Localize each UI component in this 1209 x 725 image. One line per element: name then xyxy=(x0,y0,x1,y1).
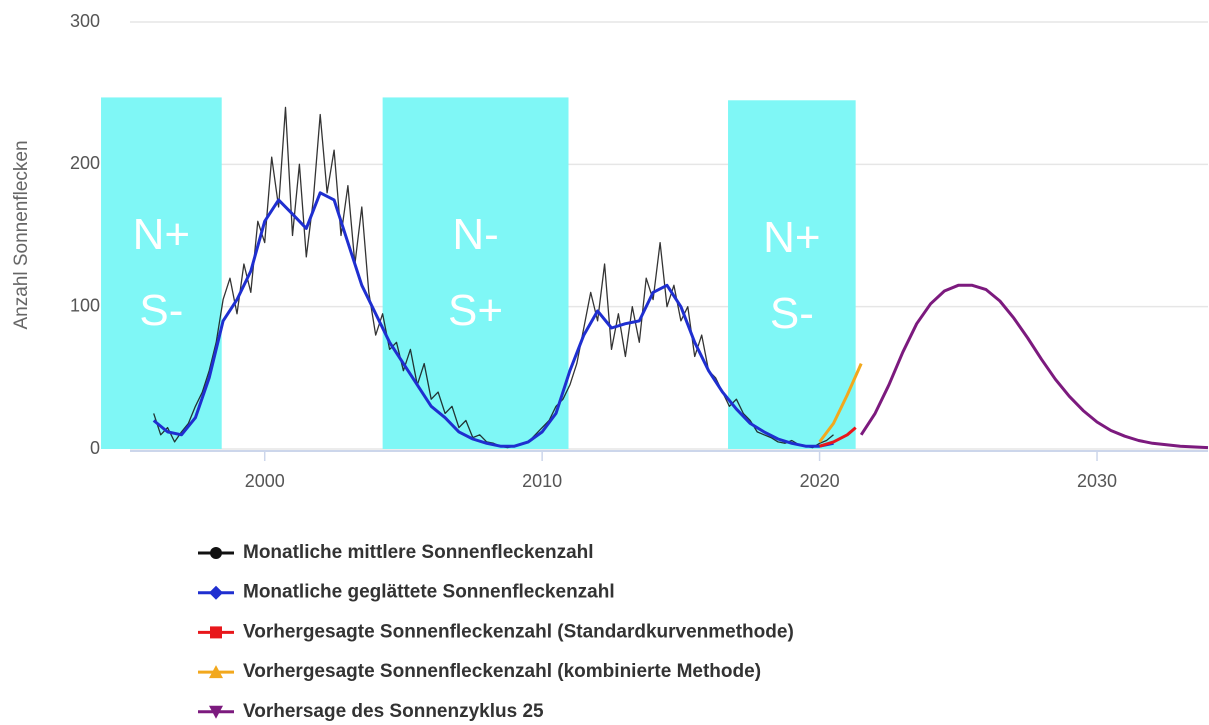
legend-label: Monatliche mittlere Sonnenfleckenzahl xyxy=(243,542,594,563)
y-tick-label: 300 xyxy=(70,11,100,31)
legend-label: Monatliche geglättete Sonnenfleckenzahl xyxy=(243,582,615,603)
band-label: S- xyxy=(770,289,814,338)
x-tick-label: 2020 xyxy=(800,471,840,491)
y-tick-label: 100 xyxy=(70,295,100,315)
band-label: N+ xyxy=(763,213,820,262)
series-line xyxy=(819,426,857,448)
legend-label: Vorhersage des Sonnenzyklus 25 xyxy=(243,701,544,722)
series-line xyxy=(818,362,863,443)
legend-marker xyxy=(209,705,223,719)
y-axis-title: Anzahl Sonnenflecken xyxy=(11,140,32,329)
polarity-band xyxy=(382,97,569,449)
legend-item[interactable]: Monatliche mittlere Sonnenfleckenzahl xyxy=(198,542,594,563)
legend-marker xyxy=(209,585,223,600)
y-tick-label: 0 xyxy=(90,438,100,458)
legend-item[interactable]: Vorhergesagte Sonnenfleckenzahl (kombini… xyxy=(198,661,761,682)
polarity-band xyxy=(728,100,856,450)
series-line xyxy=(152,191,834,448)
polarity-band xyxy=(101,97,222,449)
legend-item[interactable]: Vorhergesagte Sonnenfleckenzahl (Standar… xyxy=(198,621,794,642)
x-tick-label: 2010 xyxy=(522,471,562,491)
y-tick-label: 200 xyxy=(70,153,100,173)
legend-item[interactable]: Monatliche geglättete Sonnenfleckenzahl xyxy=(198,582,615,603)
legend-marker xyxy=(209,665,223,679)
legend-label: Vorhergesagte Sonnenfleckenzahl (Standar… xyxy=(243,621,794,642)
x-tick-label: 2030 xyxy=(1077,471,1117,491)
legend-marker xyxy=(210,626,222,639)
band-label: N- xyxy=(452,210,498,259)
legend-label: Vorhergesagte Sonnenfleckenzahl (kombini… xyxy=(243,661,761,682)
series-line xyxy=(859,283,1209,450)
legend-item[interactable]: Vorhersage des Sonnenzyklus 25 xyxy=(198,701,544,722)
band-label: S- xyxy=(139,286,183,335)
legend-marker xyxy=(210,547,222,559)
band-label: N+ xyxy=(133,210,190,259)
x-tick-label: 2000 xyxy=(245,471,285,491)
band-label: S+ xyxy=(448,286,503,335)
